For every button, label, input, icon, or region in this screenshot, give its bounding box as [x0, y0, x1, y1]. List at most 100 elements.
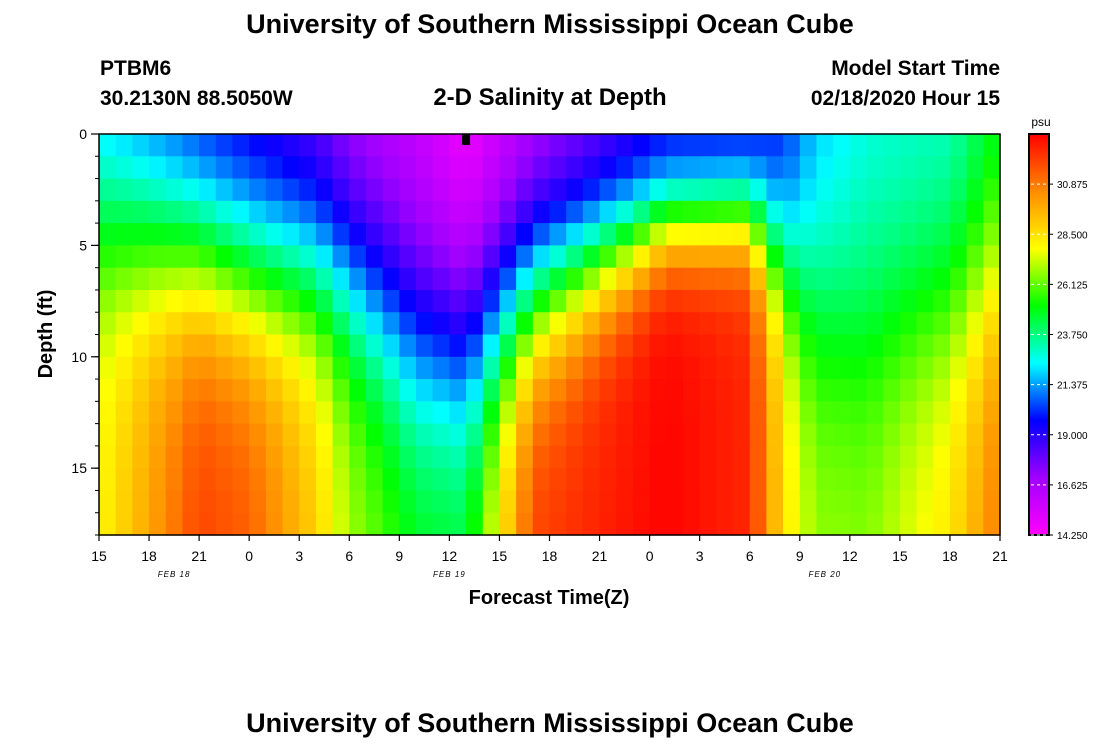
heatmap-cell	[616, 156, 634, 180]
heatmap-cell	[716, 156, 734, 180]
heatmap-cell	[416, 445, 434, 469]
heatmap-cell	[749, 512, 768, 536]
heatmap-cell	[682, 401, 701, 425]
heatmap-cell	[599, 334, 617, 358]
heatmap-cell	[432, 134, 450, 157]
heatmap-cell	[282, 445, 300, 469]
heatmap-cell	[666, 379, 684, 402]
x-tick-label: 21	[191, 548, 207, 564]
heatmap-cell	[99, 334, 117, 358]
heatmap-cell	[816, 490, 834, 514]
heatmap-cell	[365, 490, 384, 514]
heatmap-cell	[199, 379, 217, 402]
heatmap-cell	[866, 401, 884, 425]
heatmap-cell	[416, 356, 434, 380]
heatmap-cell	[816, 468, 834, 492]
heatmap-cell	[365, 200, 384, 224]
heatmap-cell	[699, 490, 717, 514]
heatmap-cell	[632, 289, 651, 313]
heatmap-cell	[449, 245, 467, 269]
heatmap-cell	[799, 468, 818, 492]
heatmap-cell	[516, 379, 534, 402]
heatmap-cell	[766, 312, 784, 336]
heatmap-cell	[649, 223, 667, 246]
heatmap-cell	[165, 245, 184, 269]
heatmap-cell	[449, 490, 467, 514]
heatmap-cell	[516, 312, 534, 336]
heatmap-cell	[399, 445, 417, 469]
heatmap-cell	[382, 200, 400, 224]
heatmap-cell	[699, 379, 717, 402]
heatmap-cell	[182, 379, 200, 402]
heatmap-cell	[466, 512, 484, 536]
heatmap-cell	[749, 401, 768, 425]
heatmap-cell	[849, 134, 868, 157]
heatmap-cell	[432, 401, 450, 425]
heatmap-cell	[599, 134, 617, 157]
heatmap-cell	[115, 423, 133, 447]
heatmap-cell	[149, 468, 167, 492]
heatmap-cell	[766, 134, 784, 157]
heatmap-cell	[682, 312, 701, 336]
heatmap-cell	[666, 423, 684, 447]
heatmap-cell	[532, 490, 551, 514]
heatmap-cell	[466, 289, 484, 313]
heatmap-cell	[115, 334, 133, 358]
heatmap-cell	[499, 379, 517, 402]
heatmap-cell	[299, 267, 317, 291]
heatmap-cell	[215, 401, 234, 425]
heatmap-cell	[733, 401, 751, 425]
heatmap-cell	[132, 423, 150, 447]
heatmap-cell	[249, 490, 267, 514]
colorbar-units: psu	[1031, 115, 1050, 129]
heatmap-cell	[799, 401, 818, 425]
heatmap-cell	[399, 267, 417, 291]
heatmap-cell	[566, 512, 584, 536]
heatmap-cell	[182, 423, 200, 447]
heatmap-cell	[332, 289, 350, 313]
y-tick-label: 5	[79, 237, 87, 253]
heatmap-cell	[649, 401, 667, 425]
heatmap-cell	[249, 401, 267, 425]
heatmap-cell	[282, 223, 300, 246]
heatmap-cell	[182, 200, 200, 224]
heatmap-cell	[399, 200, 417, 224]
heatmap-cell	[265, 468, 284, 492]
heatmap-cell	[466, 468, 484, 492]
heatmap-cell	[966, 401, 984, 425]
heatmap-cell	[232, 401, 250, 425]
heatmap-cell	[966, 267, 984, 291]
heatmap-cell	[315, 490, 334, 514]
heatmap-cell	[499, 334, 517, 358]
heatmap-cell	[99, 379, 117, 402]
heatmap-cell	[199, 423, 217, 447]
heatmap-cell	[416, 134, 434, 157]
heatmap-cell	[649, 445, 667, 469]
heatmap-cell	[315, 512, 334, 536]
heatmap-cell	[716, 178, 734, 202]
heatmap-cell	[466, 423, 484, 447]
heatmap-cell	[616, 200, 634, 224]
heatmap-cell	[149, 267, 167, 291]
heatmap-cell	[532, 356, 551, 380]
heatmap-cell	[349, 156, 367, 180]
heatmap-cell	[382, 401, 400, 425]
heatmap-cell	[916, 356, 934, 380]
heatmap-cell	[482, 401, 501, 425]
heatmap-cell	[966, 289, 984, 313]
heatmap-cell	[115, 134, 133, 157]
heatmap-cell	[215, 312, 234, 336]
heatmap-cell	[666, 401, 684, 425]
heatmap-cell	[833, 200, 851, 224]
heatmap-cell	[349, 356, 367, 380]
heatmap-cell	[365, 401, 384, 425]
heatmap-cell	[599, 490, 617, 514]
heatmap-cell	[165, 223, 184, 246]
heatmap-cell	[783, 267, 801, 291]
heatmap-cell	[966, 156, 984, 180]
heatmap-cell	[466, 200, 484, 224]
heatmap-cell	[282, 512, 300, 536]
heatmap-cell	[432, 334, 450, 358]
heatmap-cell	[549, 178, 567, 202]
heatmap-cell	[916, 379, 934, 402]
